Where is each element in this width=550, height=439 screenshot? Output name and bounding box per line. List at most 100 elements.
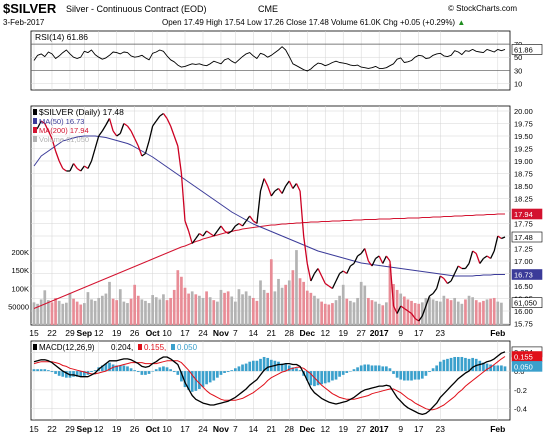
macd-histogram-bar <box>39 369 43 372</box>
price-segment <box>224 230 229 235</box>
price-segment <box>152 120 157 127</box>
chart-date: 3-Feb-2017 <box>3 18 45 27</box>
price-segment <box>450 273 456 282</box>
macd-histogram-bar <box>50 371 54 373</box>
price-segment <box>389 260 395 307</box>
rsi-tick-label: 30 <box>514 66 522 75</box>
histogram-legend-value: 0.050 <box>177 343 198 352</box>
price-segment <box>371 258 377 267</box>
x-tick-label: Oct <box>146 328 160 338</box>
x-tick-label: 26 <box>130 328 140 338</box>
volume-swatch-icon <box>33 136 37 142</box>
volume-bar <box>471 297 474 325</box>
price-segment <box>357 252 362 257</box>
price-segment <box>475 253 481 264</box>
volume-bar <box>165 300 169 325</box>
volume-bar <box>43 290 47 325</box>
volume-bar <box>413 303 417 325</box>
macd-histogram-bar <box>435 365 439 372</box>
volume-tick-label: 200K <box>11 248 29 257</box>
macd-histogram-bar <box>399 371 403 380</box>
macd-histogram-bar <box>248 361 252 372</box>
volume-bar <box>90 299 93 325</box>
macd-histogram-bar <box>129 368 133 372</box>
chart-subtitle: Silver - Continuous Contract (EOD) <box>66 4 207 14</box>
macd-line <box>33 351 506 416</box>
macd-histogram-bar <box>313 371 316 387</box>
price-legend: $SILVER (Daily) 17.48 <box>39 107 124 117</box>
volume-bar <box>345 298 349 325</box>
up-arrow-icon: ▲ <box>457 18 466 27</box>
macd-histogram-bar <box>108 362 111 372</box>
rsi-current-label-bg <box>511 44 543 55</box>
price-segment <box>443 278 449 284</box>
x-tick-label: Dec <box>299 424 315 434</box>
volume-bar <box>320 301 323 325</box>
price-segment <box>400 305 405 310</box>
price-segment <box>274 187 279 192</box>
volume-bar <box>50 302 54 325</box>
price-segment <box>464 263 470 269</box>
price-segment <box>112 130 118 137</box>
price-segment <box>447 280 452 285</box>
price-segment <box>342 270 348 275</box>
price-segment <box>493 235 499 252</box>
macd-histogram-bar <box>65 371 68 378</box>
macd-histogram-bar <box>449 357 453 372</box>
ma200-legend: MA(200) 17.94 <box>39 126 89 135</box>
price-segment <box>220 225 226 232</box>
volume-bar <box>226 291 230 325</box>
price-segment <box>396 305 402 314</box>
macd-histogram-bar <box>456 356 460 372</box>
volume-bar <box>406 299 410 325</box>
volume-bar <box>377 303 381 325</box>
macd-histogram-bar <box>388 368 392 372</box>
macd-histogram-bar <box>219 371 223 375</box>
volume-bar <box>122 301 126 325</box>
x-tick-label: 23 <box>436 424 446 434</box>
x-tick-label: 29 <box>65 424 75 434</box>
volume-bar <box>169 297 172 325</box>
volume-bar <box>54 297 57 325</box>
x-tick-label: 14 <box>249 424 259 434</box>
macd-histogram-bar <box>417 371 421 380</box>
volume-bar <box>36 303 39 325</box>
x-tick-label: 15 <box>29 328 39 338</box>
price-tick-label: 19.25 <box>514 145 533 154</box>
x-tick-label: 27 <box>356 424 366 434</box>
price-segment <box>209 232 215 237</box>
macd-histogram-bar <box>47 370 50 372</box>
macd-histogram-bar <box>169 369 172 372</box>
volume-bar <box>395 289 399 325</box>
macd-histogram-bar <box>367 364 370 372</box>
price-segment <box>324 282 330 287</box>
macd-histogram-bar <box>165 367 169 372</box>
macd-histogram-bar <box>500 365 503 372</box>
volume-bar <box>262 289 266 325</box>
price-segment <box>410 313 416 319</box>
volume-bar <box>233 301 237 325</box>
macd-histogram-bar <box>471 357 474 372</box>
price-segment <box>392 305 398 314</box>
macd-histogram-bar <box>338 371 341 377</box>
macd-histogram-bar <box>162 366 165 372</box>
macd-histogram-bar <box>298 370 302 372</box>
price-segment <box>382 255 387 264</box>
signal-current-label: 0.155 <box>514 353 533 362</box>
price-segment <box>425 295 431 307</box>
volume-bar <box>420 302 424 325</box>
macd-histogram-bar <box>420 371 424 379</box>
price-segment <box>83 165 89 170</box>
x-tick-label: 19 <box>338 424 348 434</box>
price-segment <box>126 125 132 132</box>
volume-bar <box>75 301 79 325</box>
macd-histogram-bar <box>460 356 464 372</box>
macd-histogram-bar <box>284 363 288 372</box>
volume-bar <box>194 294 198 325</box>
volume-bar <box>385 302 388 325</box>
volume-bar <box>284 284 288 325</box>
volume-bar <box>277 278 280 325</box>
macd-histogram-bar <box>359 365 363 372</box>
volume-bar <box>482 300 485 325</box>
rsi-tick-label: 50 <box>514 53 522 62</box>
